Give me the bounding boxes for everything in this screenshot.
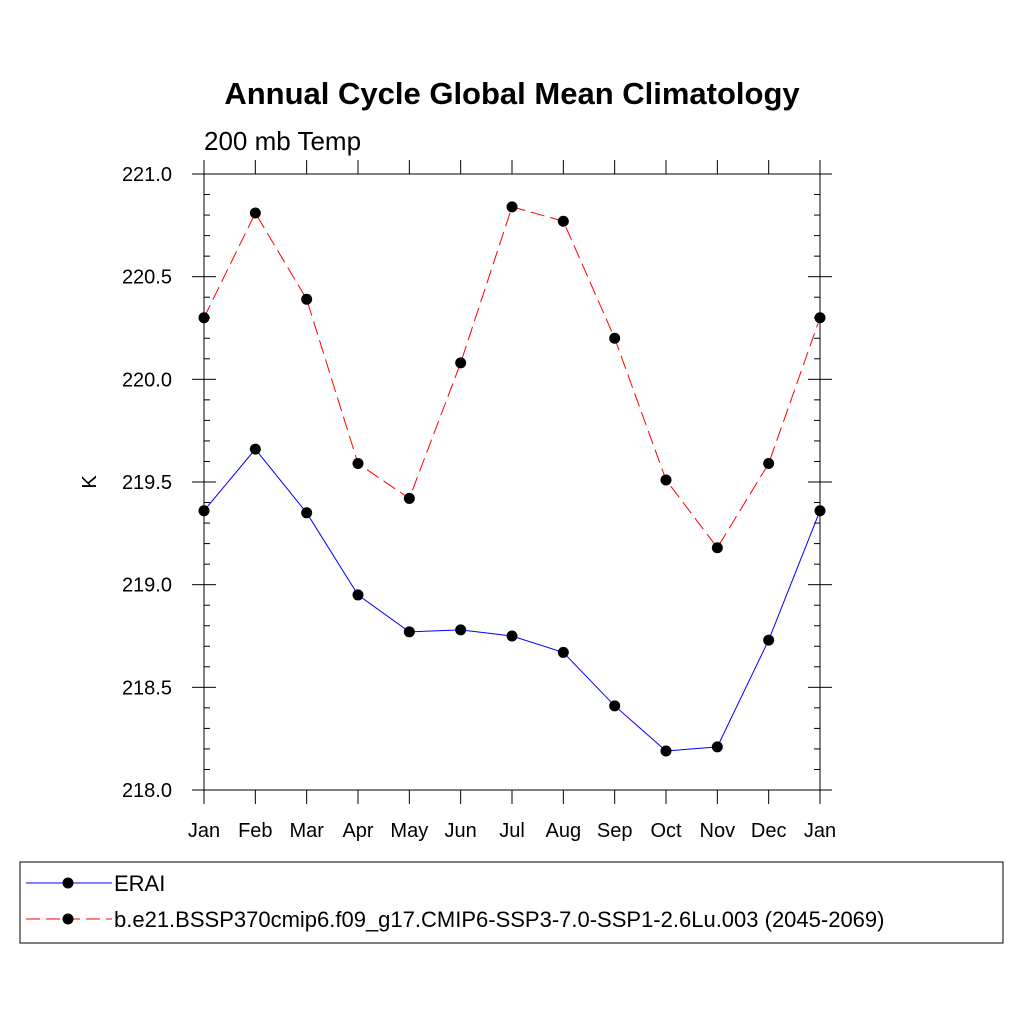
y-tick-label: 221.0 (122, 164, 172, 186)
data-point (506, 630, 518, 642)
data-point (352, 458, 364, 470)
x-tick-label: Jan (188, 820, 220, 842)
legend: ERAI b.e21.BSSP370cmip6.f09_g17.CMIP6-SSP… (26, 871, 884, 932)
legend-marker (62, 877, 74, 889)
data-point (301, 507, 313, 519)
chart-title: Annual Cycle Global Mean Climatology (224, 76, 800, 111)
data-point (711, 542, 723, 554)
y-tick-label: 219.5 (122, 472, 172, 494)
x-tick-label: Feb (238, 820, 272, 842)
y-tick-label: 218.0 (122, 780, 172, 802)
x-tick-label: Nov (700, 820, 736, 842)
legend-marker (62, 913, 74, 925)
legend-label: b.e21.BSSP370cmip6.f09_g17.CMIP6-SSP3-7.… (114, 907, 884, 932)
data-point (455, 357, 467, 369)
y-axis-label: K (79, 475, 101, 489)
data-point (506, 201, 518, 213)
data-point (403, 492, 415, 504)
y-tick-label: 220.0 (122, 369, 172, 391)
data-point (660, 745, 672, 757)
data-point (814, 312, 826, 324)
data-point (249, 443, 261, 455)
legend-label: ERAI (114, 871, 165, 896)
data-point (711, 741, 723, 753)
y-tick-label: 219.0 (122, 575, 172, 597)
series-line-1 (203, 206, 821, 549)
series-line-0 (203, 448, 821, 752)
x-tick-label: Dec (751, 820, 787, 842)
axis-ticks (192, 160, 832, 804)
data-point (198, 312, 210, 324)
y-tick-label: 220.5 (122, 267, 172, 289)
legend-box (19, 861, 1004, 944)
x-tick-label: Apr (342, 820, 373, 842)
data-point (609, 332, 621, 344)
x-tick-labels: Jan Feb Mar Apr May Jun Jul Aug Sep Oct Nov Dec Jan (188, 820, 836, 842)
x-tick-label: Oct (650, 820, 682, 842)
data-point (301, 293, 313, 305)
y-tick-labels: 218.0 218.5 219.0 219.5 220.0 220.5 221.0 (122, 164, 172, 802)
chart-subtitle: 200 mb Temp (204, 126, 361, 156)
data-point (455, 624, 467, 636)
data-point (814, 505, 826, 517)
x-tick-label: Aug (546, 820, 582, 842)
y-tick-label: 218.5 (122, 677, 172, 699)
data-point (609, 700, 621, 712)
x-tick-label: May (390, 820, 428, 842)
data-point (249, 207, 261, 219)
series-layer (198, 201, 826, 757)
x-tick-label: Mar (289, 820, 324, 842)
data-point (660, 474, 672, 486)
plot-frame (203, 173, 821, 791)
data-point (557, 215, 569, 227)
data-point (557, 646, 569, 658)
x-tick-label: Jan (804, 820, 836, 842)
data-point (403, 626, 415, 638)
x-tick-label: Sep (597, 820, 633, 842)
x-tick-label: Jun (445, 820, 477, 842)
data-point (763, 458, 775, 470)
data-point (352, 589, 364, 601)
data-point (198, 505, 210, 517)
x-tick-label: Jul (499, 820, 525, 842)
data-point (763, 634, 775, 646)
